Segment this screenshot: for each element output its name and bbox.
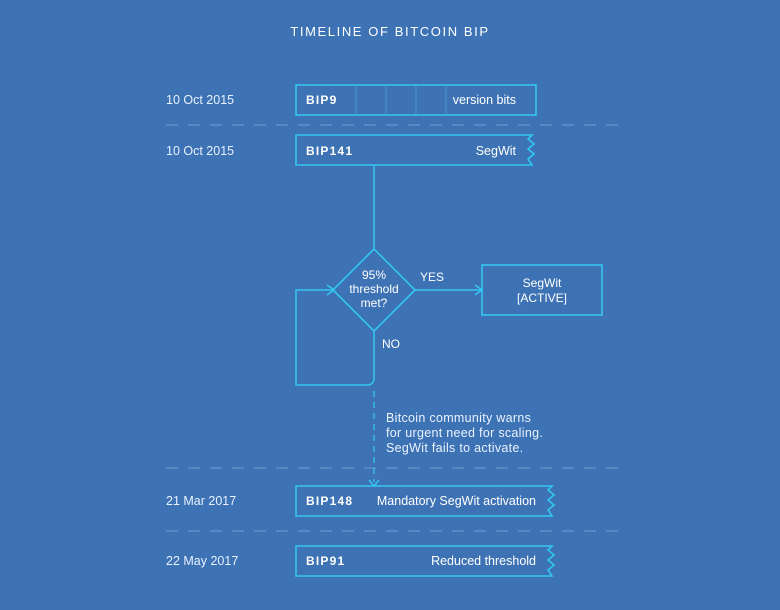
note-text-line: SegWit fails to activate.	[386, 441, 523, 455]
bip148-box	[295, 485, 556, 517]
yes-label: YES	[420, 270, 444, 284]
date-bip91: 22 May 2017	[166, 554, 238, 568]
bip91-description: Reduced threshold	[431, 554, 536, 568]
date-bip141: 10 Oct 2015	[166, 144, 234, 158]
bip148-description: Mandatory SegWit activation	[377, 494, 536, 508]
bip91-label: BIP91	[306, 554, 345, 568]
note-text-line: Bitcoin community warns	[386, 411, 531, 425]
segwit-active-box	[481, 264, 603, 316]
bip141-box	[295, 134, 536, 166]
result-text-line: [ACTIVE]	[517, 291, 567, 305]
note-text-line: for urgent need for scaling.	[386, 426, 543, 440]
arrowhead-icon	[326, 284, 336, 296]
decision-text-line: 95%	[362, 268, 386, 282]
no-label: NO	[382, 337, 400, 351]
bip9-description: version bits	[453, 93, 516, 107]
diagram-title: TIMELINE OF BITCOIN BIP	[290, 24, 489, 39]
bip91-box	[295, 545, 556, 577]
no-loop-connector	[295, 289, 375, 386]
decision-text-line: met?	[361, 296, 388, 310]
bip141-description: SegWit	[476, 144, 517, 158]
bip9-label: BIP9	[306, 93, 337, 107]
bip148-label: BIP148	[306, 494, 353, 508]
result-text-line: SegWit	[523, 276, 562, 290]
decision-text-line: threshold	[349, 282, 398, 296]
bip141-label: BIP141	[306, 144, 353, 158]
date-bip148: 21 Mar 2017	[166, 494, 236, 508]
date-bip9: 10 Oct 2015	[166, 93, 234, 107]
